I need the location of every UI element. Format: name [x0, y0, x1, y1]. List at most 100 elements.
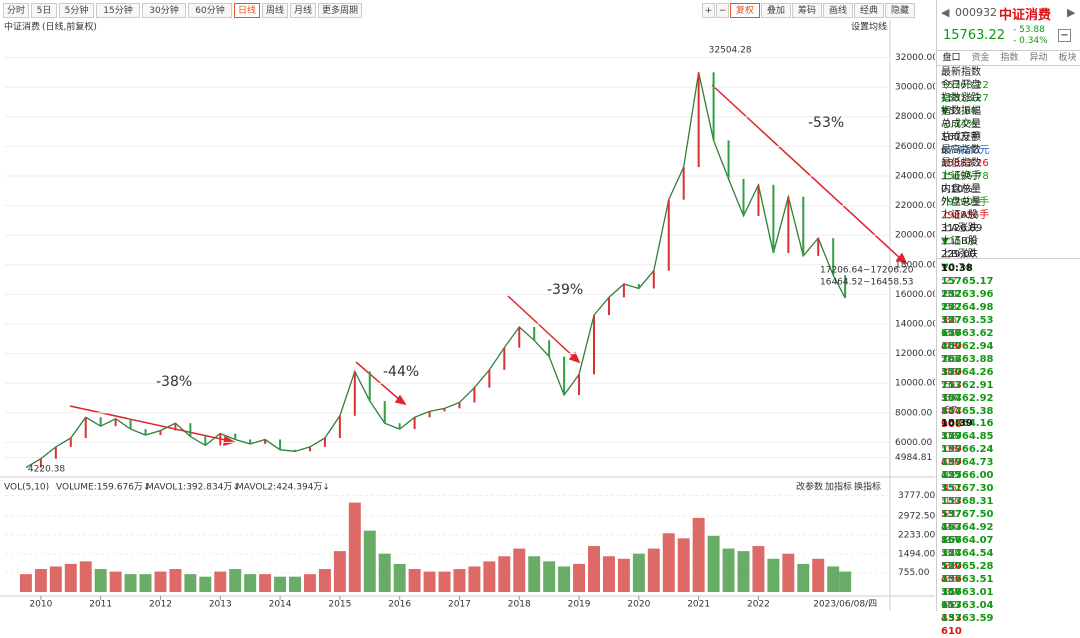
price-line — [25, 72, 846, 469]
tick-time: :36 — [941, 314, 958, 326]
tool-button[interactable]: 叠加 — [761, 3, 791, 18]
tick-volume: 425 — [941, 470, 962, 482]
volume-bar — [468, 566, 481, 592]
info-label: 总成交额 — [941, 132, 981, 143]
period-tab[interactable]: 5日 — [31, 3, 57, 18]
tick-price: 15763.01 — [941, 586, 994, 598]
tick-time: :33 — [941, 560, 958, 572]
tick-time: :30 — [941, 547, 958, 559]
annotation: 17206.64~17206.20 — [820, 266, 914, 276]
volume-bar — [333, 551, 346, 592]
info-row: 总成交额 67.42亿元 — [941, 131, 1077, 156]
tick-row: :03 15766.24 499 — [941, 430, 1077, 468]
volume-bar — [79, 561, 92, 592]
volume-header: MAVOL2:424.394万↓ — [236, 483, 330, 493]
tick-time: :33 — [941, 301, 958, 313]
tick-row: :09 15766.00 351 — [941, 456, 1077, 494]
indicator-button[interactable]: 加指标 — [825, 481, 852, 493]
tool-button[interactable]: − — [716, 3, 729, 18]
tool-button[interactable]: + — [702, 3, 715, 18]
collapse[interactable]: − — [1058, 29, 1071, 42]
volume-bar — [19, 574, 32, 592]
tick-time: :06 — [941, 444, 958, 456]
volume-bar — [49, 566, 62, 592]
max-label: 32504.28 — [709, 46, 752, 56]
period-tab[interactable]: 60分钟 — [188, 3, 232, 18]
tick-row: :30 15764.98 327 — [941, 288, 1077, 326]
info-label: 今日开盘 — [941, 80, 981, 91]
volume-bar — [677, 538, 690, 592]
tick-time: :39 — [941, 586, 958, 598]
volume-bar — [64, 563, 77, 592]
tool-button[interactable]: 经典 — [854, 3, 884, 18]
settings[interactable]: 设置均线 — [851, 21, 887, 33]
back-arrow[interactable]: ◀ — [941, 6, 950, 19]
tick-volume: 351 — [941, 483, 962, 495]
tool-button[interactable]: 画线 — [823, 3, 853, 18]
tick-volume: 463 — [941, 522, 962, 534]
volume-bar — [303, 574, 316, 592]
info-label: 上证B股 — [941, 236, 978, 247]
volume-bar — [348, 502, 361, 592]
tick-volume: 436 — [941, 573, 962, 585]
period-tab[interactable]: 日线 — [234, 3, 260, 18]
tick-time: 10:38 — [941, 263, 973, 274]
y-tick-label: 755.00 — [898, 568, 930, 578]
y-tick-label: 32000.00 — [895, 53, 935, 63]
tick-price: 15764.92 — [941, 522, 994, 534]
tool-button[interactable]: 隐藏 — [885, 3, 915, 18]
tick-price: 15764.85 — [941, 431, 994, 443]
period-tab[interactable]: 15分钟 — [96, 3, 140, 18]
tick-row: :21 15764.92 866 — [941, 508, 1077, 546]
panel-tab[interactable]: 板块 — [1058, 53, 1077, 63]
y-tick-label: 14000.00 — [895, 320, 935, 330]
panel-tab[interactable]: 盘口 — [942, 53, 961, 63]
period-tab[interactable]: 周线 — [262, 3, 288, 18]
info-label: 指数振幅 — [941, 106, 981, 117]
tick-time: :09 — [941, 457, 958, 469]
info-label: 内盘总量 — [941, 184, 981, 195]
y-tick-label: 3777.00 — [898, 491, 935, 501]
chart: 中证消费 (日线,前复权) 设置均线 32000.00 30000.00 28000… — [0, 20, 935, 611]
volume-bar — [827, 566, 840, 592]
info-value: 229.00 — [941, 249, 976, 260]
volume-bar — [154, 571, 167, 592]
tick-price: 15763.96 — [941, 288, 994, 300]
indicator-button[interactable]: 换指标 — [854, 481, 881, 493]
tick-price: 15764.73 — [941, 457, 994, 469]
y-tick-label: 20000.00 — [895, 231, 935, 241]
tab-bar — [937, 50, 1080, 66]
period-tab[interactable]: 月线 — [290, 3, 316, 18]
volume-bar — [408, 569, 421, 592]
tick-price: 15763.62 — [941, 327, 994, 339]
period-tab[interactable]: 5分钟 — [59, 3, 94, 18]
y-tick-label: 6000.00 — [895, 438, 932, 448]
x-tick-label: 2019 — [568, 600, 591, 610]
tool-button[interactable]: 复权 — [730, 3, 760, 18]
volume-bar — [767, 558, 780, 592]
info-value: 3126.89 — [941, 223, 983, 234]
volume-bar — [363, 530, 376, 592]
fwd-arrow[interactable]: ▶ — [1067, 6, 1076, 19]
panel-tab[interactable]: 异动 — [1029, 53, 1048, 63]
period-tab[interactable]: 分时 — [3, 3, 29, 18]
tool-button[interactable]: 筹码 — [792, 3, 822, 18]
period-tab[interactable]: 30分钟 — [142, 3, 186, 18]
tick-row: :15 15768.31 537 — [941, 482, 1077, 520]
tick-volume: 906 — [941, 418, 962, 430]
volume-bar — [617, 558, 630, 592]
indicator-button[interactable]: 改参数 — [796, 481, 823, 493]
panel-tab[interactable]: 资金 — [971, 53, 990, 63]
y-tick-label: 12000.00 — [895, 349, 935, 359]
x-tick-label: 2014 — [269, 600, 292, 610]
volume-bar — [528, 556, 541, 592]
volume-bar — [94, 569, 107, 592]
tick-time: :27 — [941, 275, 958, 287]
period-tab[interactable]: 更多周期 — [318, 3, 362, 18]
volume-bar — [707, 535, 720, 592]
panel-tab[interactable]: 指数 — [1000, 53, 1019, 63]
tick-volume: 199 — [941, 444, 962, 456]
info-label: 上B涨跌 — [941, 249, 978, 260]
volume-bar — [124, 574, 137, 592]
tick-price: 15767.30 — [941, 483, 994, 495]
